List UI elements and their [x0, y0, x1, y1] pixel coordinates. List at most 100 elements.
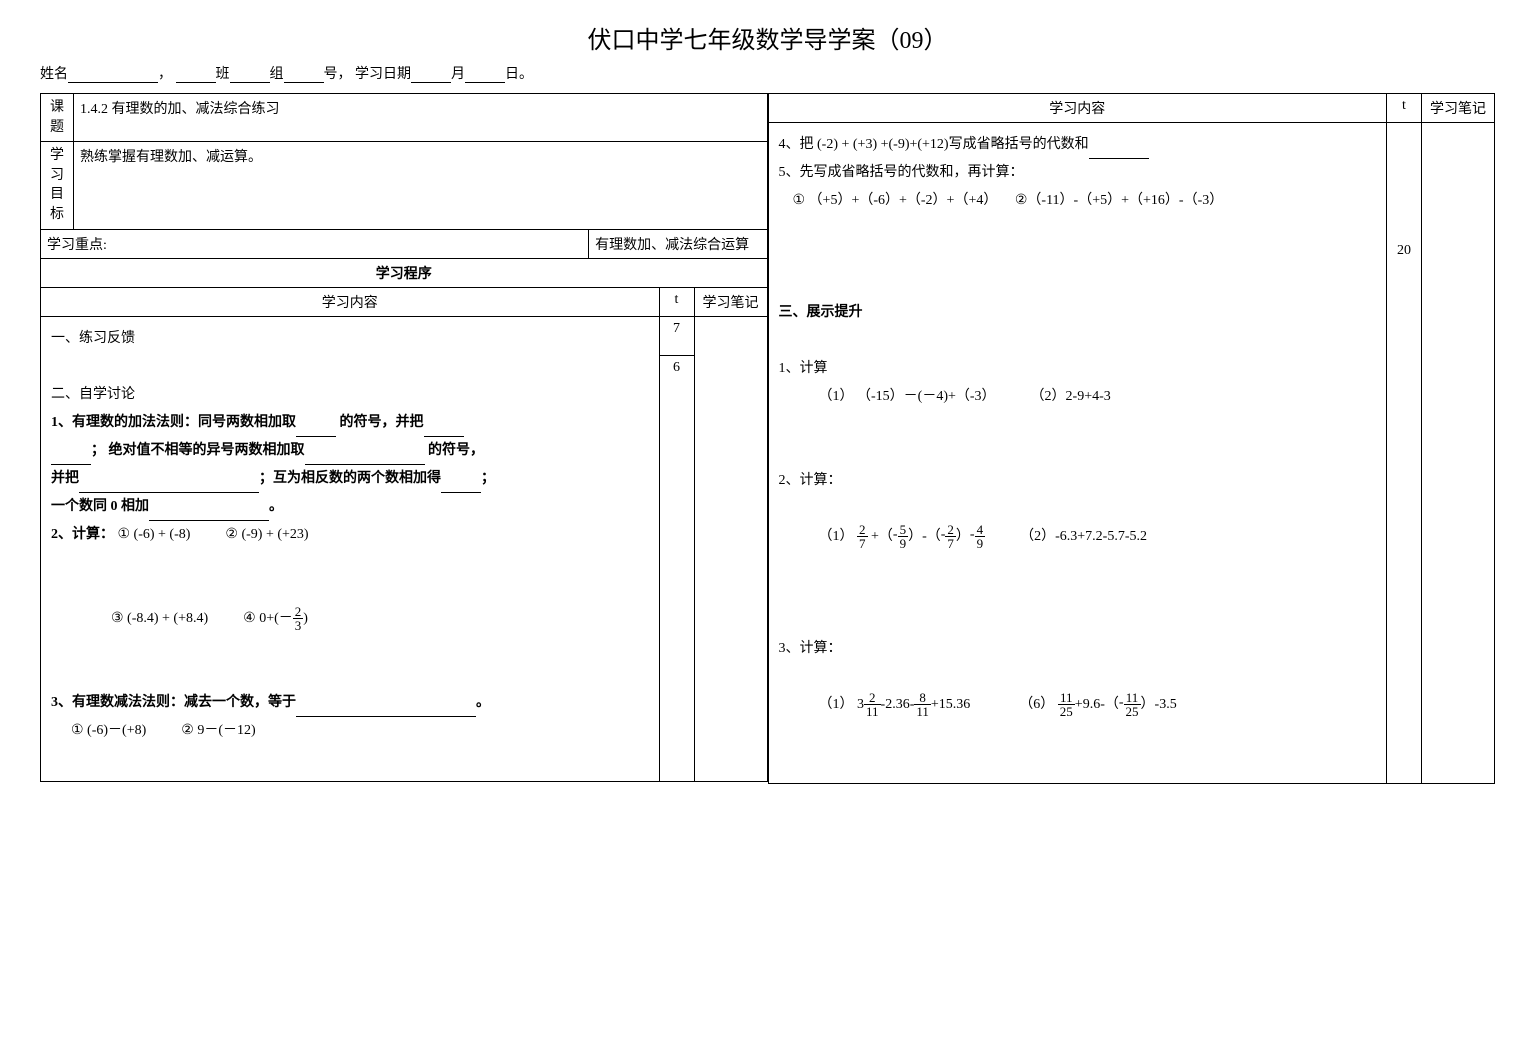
right-notes-cell	[1422, 123, 1495, 784]
group-blank[interactable]	[230, 68, 270, 83]
rule3-a: 3、有理数减法法则：减去一个数，等于	[51, 695, 296, 710]
rule1-d: 的符号，	[425, 443, 485, 458]
calc3-row: ① (-6)－(+8) ② 9－(－12)	[51, 717, 649, 745]
t-header: t	[659, 287, 694, 316]
header-line: 姓名， 班组号， 学习日期月日。	[40, 63, 1495, 83]
q2-1-pre: （1）	[819, 529, 854, 544]
calc3-2: ② 9－(－12)	[181, 723, 255, 738]
q1-1: （1） （-15）－(－4)+（-3）	[819, 389, 996, 404]
q1-2: （2）2-9+4-3	[1031, 389, 1111, 404]
calc2-label: 2、计算：	[51, 527, 114, 542]
t-val-1: 7	[659, 316, 694, 355]
frac-2-7b: 27	[945, 523, 956, 550]
frac-2-11: 211	[864, 691, 881, 718]
frac-neg-2-3: 23	[293, 605, 304, 632]
rule1-i: 。	[269, 499, 283, 514]
frac-4-9: 49	[975, 523, 986, 550]
main-two-column: 课题 1.4.2 有理数的加、减法综合练习 学习目标 熟练掌握有理数加、减运算。…	[40, 93, 1495, 784]
rule1-e: 并把	[51, 471, 79, 486]
rule1-blank5[interactable]	[441, 478, 481, 493]
rule1-a: 1、有理数的加法法则：同号两数相加取	[51, 415, 296, 430]
rule1-blank1[interactable]	[296, 422, 336, 437]
calc2-4-pre: ④ 0+(	[243, 611, 279, 626]
t-val-2: 6	[659, 355, 694, 781]
right-table: 学习内容 t 学习笔记 4、把 (-2) + (+3) +(-9)+(+12)写…	[768, 93, 1496, 784]
calc3-1: ① (-6)－(+8)	[71, 723, 146, 738]
calc2-3: ③ (-8.4) + (+8.4)	[111, 611, 208, 626]
q2-items: （1） 27 +（-59）-（-27）-49 （2）-6.3+7.2-5.7-5…	[779, 523, 1377, 551]
left-content-cell: 一、练习反馈 二、自学讨论 1、有理数的加法法则：同号两数相加取 的符号， 并把 …	[41, 316, 660, 781]
right-notes-header: 学习笔记	[1422, 94, 1495, 123]
calc2-4: ④ 0+(－23)	[243, 611, 308, 626]
rule3-line: 3、有理数减法法则：减去一个数，等于 。	[51, 689, 649, 717]
rule3-b: 。	[476, 695, 490, 710]
rule1-c: ； 绝对值不相等的异号两数相加取	[91, 443, 305, 458]
num-label: 号，	[324, 67, 352, 82]
calc2-row1: 2、计算： ① (-6) + (-8) ② (-9) + (+23)	[51, 521, 649, 549]
month-label: 月	[451, 67, 465, 82]
q1-items: （1） （-15）－(－4)+（-3） （2）2-9+4-3	[779, 383, 1377, 411]
q5-items: ① （+5）+（-6）+（-2）+（+4） ②（-11）-（+5）+（+16）-…	[779, 187, 1377, 215]
topic-label: 课题	[41, 94, 74, 142]
calc2-row2: ③ (-8.4) + (+8.4) ④ 0+(－23)	[51, 605, 649, 633]
day-label: 日。	[505, 67, 533, 82]
right-content-cell: 4、把 (-2) + (+3) +(-9)+(+12)写成省略括号的代数和 5、…	[768, 123, 1387, 784]
name-label: 姓名	[40, 67, 68, 82]
right-column: 学习内容 t 学习笔记 4、把 (-2) + (+3) +(-9)+(+12)写…	[768, 93, 1496, 784]
q2-2: （2）-6.3+7.2-5.7-5.2	[1020, 529, 1147, 544]
right-t-header: t	[1387, 94, 1422, 123]
doc-title: 伏口中学七年级数学导学案（09）	[40, 20, 1495, 55]
rule3-blank[interactable]	[296, 702, 476, 717]
rule1-g: ；	[481, 471, 495, 486]
q4-a: 4、把 (-2) + (+3) +(-9)+(+12)写成省略括号的代数和	[779, 137, 1089, 152]
q4-line: 4、把 (-2) + (+3) +(-9)+(+12)写成省略括号的代数和	[779, 131, 1377, 159]
rule1-blank2[interactable]	[424, 422, 464, 437]
frac-2-7: 27	[857, 523, 868, 550]
name-blank[interactable]	[68, 68, 158, 83]
rule1-b: 的符号，并把	[336, 415, 424, 430]
rule1-line4: 一个数同 0 相加 。	[51, 493, 649, 521]
date-label: 学习日期	[355, 67, 411, 82]
frac-11-25a: 1125	[1058, 691, 1075, 718]
q3-label: 3、计算：	[779, 635, 1377, 663]
month-blank[interactable]	[411, 68, 451, 83]
q1-label: 1、计算	[779, 355, 1377, 383]
focus-label: 学习重点:	[41, 229, 589, 258]
sec1-title: 一、练习反馈	[51, 325, 649, 353]
sec3-title: 三、展示提升	[779, 299, 1377, 327]
q5-line: 5、先写成省略括号的代数和，再计算：	[779, 159, 1377, 187]
q3-1-pre: （1）	[819, 697, 854, 712]
notes-header: 学习笔记	[694, 287, 767, 316]
content-header: 学习内容	[41, 287, 660, 316]
q3-2-pre: （6）	[1019, 697, 1054, 712]
rule1-line3: 并把 ；互为相反数的两个数相加得 ；	[51, 465, 649, 493]
q5-2: ②（-11）-（+5）+（+16）-（-3）	[1015, 193, 1223, 208]
rule1-f: ；互为相反数的两个数相加得	[259, 471, 441, 486]
rule1-line1: 1、有理数的加法法则：同号两数相加取 的符号，并把	[51, 409, 649, 437]
right-t-val: 20	[1387, 123, 1422, 784]
rule1-h: 一个数同 0 相加	[51, 499, 149, 514]
rule1-blank2b[interactable]	[51, 450, 91, 465]
class-blank[interactable]	[176, 68, 216, 83]
frac-5-9: 59	[898, 523, 909, 550]
day-blank[interactable]	[465, 68, 505, 83]
q3-1: （1） 3211-2.36-811+15.36	[819, 697, 974, 712]
rule1-blank6[interactable]	[149, 506, 269, 521]
calc2-2: ② (-9) + (+23)	[225, 527, 308, 542]
frac-11-25b: 1125	[1124, 691, 1141, 718]
left-table: 课题 1.4.2 有理数的加、减法综合练习 学习目标 熟练掌握有理数加、减运算。…	[40, 93, 768, 782]
goal-label: 学习目标	[41, 142, 74, 229]
left-notes-cell	[694, 316, 767, 781]
q2-label: 2、计算：	[779, 467, 1377, 495]
class-label: 班	[216, 67, 230, 82]
num-blank[interactable]	[284, 68, 324, 83]
q2-1: （1） 27 +（-59）-（-27）-49	[819, 529, 989, 544]
calc2-4-post: )	[303, 611, 308, 626]
rule1-blank3[interactable]	[305, 450, 425, 465]
rule1-blank4[interactable]	[79, 478, 259, 493]
topic-value: 1.4.2 有理数的加、减法综合练习	[74, 94, 768, 142]
sec2-title: 二、自学讨论	[51, 381, 649, 409]
q3-2: （6） 1125+9.6-（-1125）-3.5	[1019, 697, 1176, 712]
q4-blank[interactable]	[1089, 144, 1149, 159]
rule1-line2: ； 绝对值不相等的异号两数相加取 的符号，	[51, 437, 649, 465]
